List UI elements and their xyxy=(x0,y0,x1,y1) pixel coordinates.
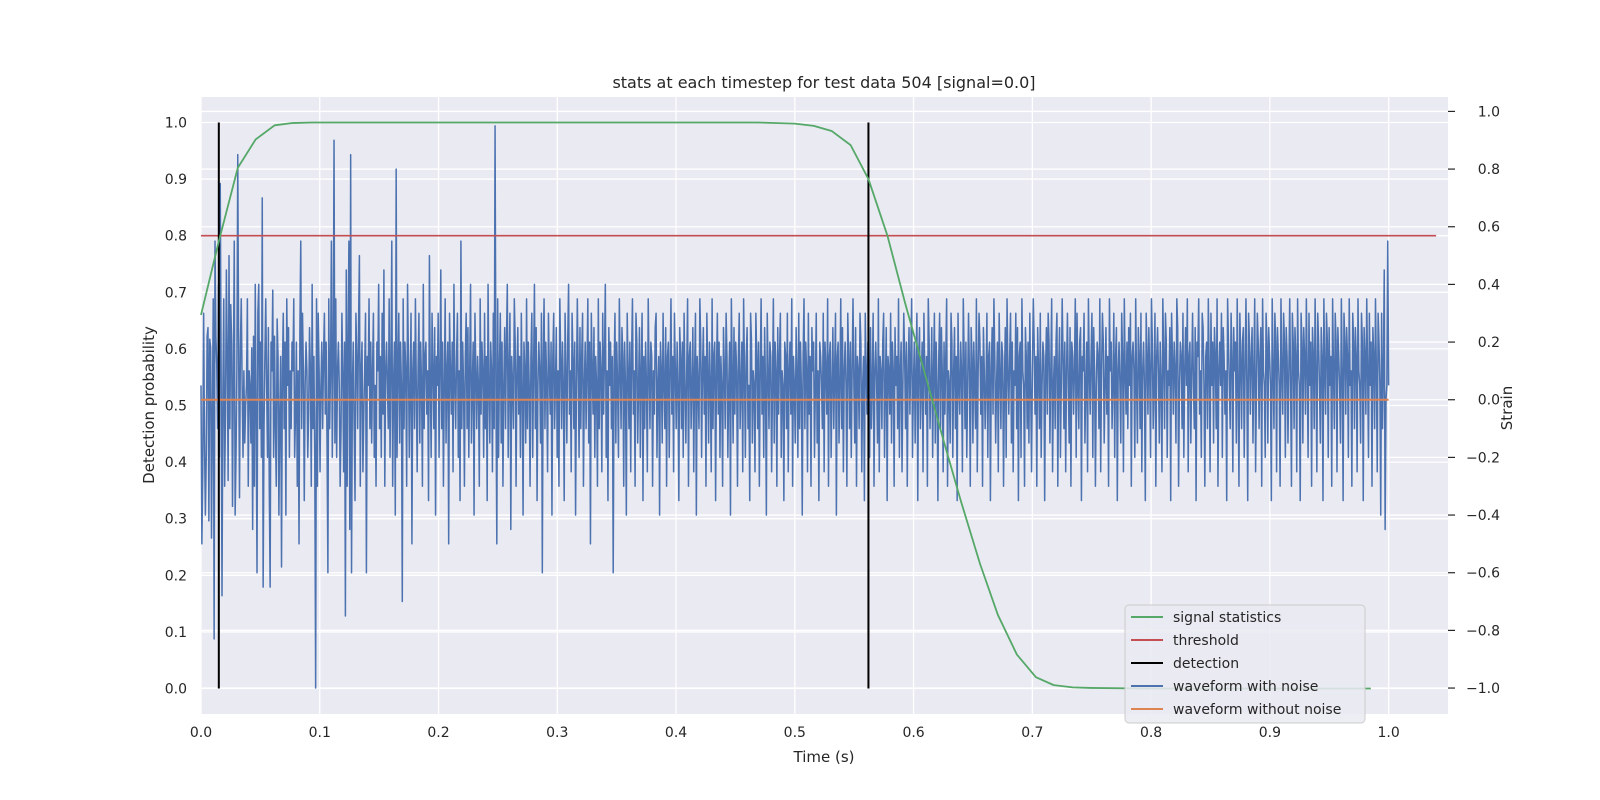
x-tick-label: 1.0 xyxy=(1377,725,1399,741)
y-tick-label: 1.0 xyxy=(165,115,187,131)
y2-tick-label: −0.2 xyxy=(1466,450,1500,466)
y-tick-label: 0.8 xyxy=(165,229,187,245)
y2-axis-label: Strain xyxy=(1498,386,1516,430)
y-tick-label: 0.1 xyxy=(165,625,187,641)
y2-tick-label: 0.0 xyxy=(1478,393,1500,409)
y-tick-label: 0.7 xyxy=(165,285,187,301)
legend-label-signal-statistics: signal statistics xyxy=(1173,610,1281,626)
y2-tick-label: 0.2 xyxy=(1478,335,1500,351)
series-line-signal-statistics xyxy=(200,121,1371,690)
legend-label-threshold: threshold xyxy=(1173,633,1239,649)
x-tick-label: 0.5 xyxy=(784,725,806,741)
y2-tick-label: −0.4 xyxy=(1466,508,1500,524)
y2-tick-label: −1.0 xyxy=(1466,681,1500,697)
y-tick-label: 0.4 xyxy=(165,455,187,471)
y-tick-label: 0.6 xyxy=(165,342,187,358)
y-tick-label: 0.5 xyxy=(165,399,187,415)
legend-label-waveform-without-noise: waveform without noise xyxy=(1173,702,1341,718)
legend-box xyxy=(1124,604,1366,724)
chart-title: stats at each timestep for test data 504… xyxy=(612,73,1035,92)
y2-tick-label: 1.0 xyxy=(1478,104,1500,120)
y2-tick-label: −0.8 xyxy=(1466,623,1500,639)
series-line-waveform-with-noise xyxy=(200,125,1390,689)
tick-layer: 0.0 0.1 0.2 0.3 0.4 0.5 0.6 0.7 0.8 0.9 1.0 0.0 0.1 0… xyxy=(165,104,1500,741)
y-tick-label: 0.2 xyxy=(165,568,187,584)
y-tick-label: 0.0 xyxy=(165,682,187,698)
x-tick-label: 0.8 xyxy=(1140,725,1162,741)
x-tick-label: 0.0 xyxy=(190,725,212,741)
legend: signal statistics threshold detection wa… xyxy=(1124,604,1366,724)
x-tick-label: 0.7 xyxy=(1021,725,1043,741)
y-tick-label: 0.9 xyxy=(165,172,187,188)
y-tick-label: 0.3 xyxy=(165,512,187,528)
x-tick-label: 0.3 xyxy=(546,725,568,741)
x-tick-label: 0.6 xyxy=(902,725,924,741)
x-tick-label: 0.9 xyxy=(1259,725,1281,741)
y2-tick-label: 0.6 xyxy=(1478,220,1500,236)
legend-label-detection: detection xyxy=(1173,656,1239,672)
y2-tick-label: −0.6 xyxy=(1466,566,1500,582)
x-tick-label: 0.2 xyxy=(427,725,449,741)
x-tick-label: 0.1 xyxy=(309,725,331,741)
series-layer xyxy=(200,121,1437,690)
x-axis-label: Time (s) xyxy=(793,748,855,766)
y2-tick-label: 0.8 xyxy=(1478,162,1500,178)
legend-label-waveform-with-noise: waveform with noise xyxy=(1173,679,1318,695)
x-tick-label: 0.4 xyxy=(665,725,687,741)
y-axis-label: Detection probability xyxy=(140,326,158,484)
y2-tick-label: 0.4 xyxy=(1478,277,1500,293)
